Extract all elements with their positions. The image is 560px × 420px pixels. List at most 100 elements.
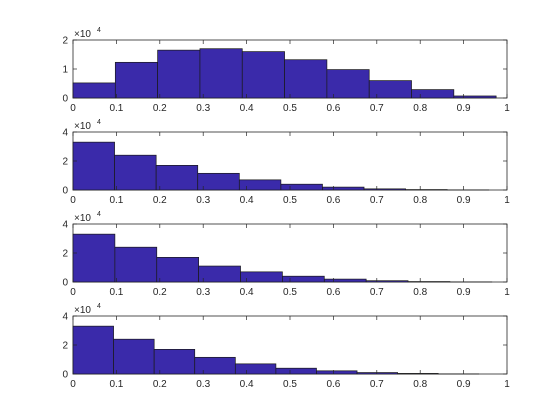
x-tick-label: 1 [504,379,510,390]
y-exponent-label: ×10 [74,121,91,132]
y-tick-label: 1 [62,65,68,76]
histogram-bar [72,141,115,191]
histogram-bar [72,233,116,283]
x-tick-label: 0.4 [240,287,254,298]
y-exponent-label: ×10 [74,305,91,316]
histogram-bar [114,61,158,99]
histogram-bar [114,154,157,191]
histogram-bar [72,82,116,99]
subplot-4: 0 0.1 0.2 0.3 0.4 0.5 0.6 0.7 0.8 0.9 1 0 2 4 ×10 4 [62,303,510,390]
x-tick-label: 0.7 [370,195,384,206]
histogram-bar [356,372,398,375]
x-tick-label: 0.5 [283,195,297,206]
x-tick-label: 0.3 [196,379,210,390]
x-tick-label: 0.2 [153,287,167,298]
histogram-bar [282,275,325,283]
x-tick-label: 0.2 [153,379,167,390]
x-tick-label: 1 [504,287,510,298]
x-tick-label: 0.1 [109,103,123,114]
y-tick-label: 0 [62,94,68,105]
histogram-bar [199,48,243,99]
x-tick-label: 0.5 [283,287,297,298]
x-tick-label: 0.5 [283,103,297,114]
x-tick-label: 0.3 [196,287,210,298]
y-exponent-power: 4 [97,303,101,310]
histogram-bar [397,373,439,375]
histogram-bar [365,280,409,283]
subplot-1: 0 0.1 0.2 0.3 0.4 0.5 0.6 0.7 0.8 0.9 1 0 1 2 ×10 4 [62,27,510,114]
histogram-bar [368,80,412,99]
histogram-bar [284,59,328,99]
x-tick-label: 0.4 [240,195,254,206]
x-tick-label: 0.1 [109,379,123,390]
x-tick-label: 0.4 [240,103,254,114]
histogram-bar [326,69,370,99]
x-tick-label: 0.2 [153,195,167,206]
y-tick-label: 4 [62,128,68,139]
x-tick-label: 0.8 [413,195,427,206]
histogram-bar [411,89,455,99]
histogram-bar [241,51,285,99]
histogram-bar [280,183,323,191]
x-tick-label: 0 [70,287,76,298]
x-tick-label: 0.1 [109,287,123,298]
x-tick-label: 0.6 [326,195,340,206]
x-tick-label: 0.6 [326,287,340,298]
subplot-2: 0 0.1 0.2 0.3 0.4 0.5 0.6 0.7 0.8 0.9 1 0 2 4 ×10 4 [62,119,510,206]
x-tick-label: 0 [70,379,76,390]
histogram-bar [198,265,241,283]
histogram-bar [156,257,199,283]
x-tick-label: 0.4 [240,379,254,390]
x-tick-label: 0.6 [326,103,340,114]
y-exponent-power: 4 [97,27,101,34]
histogram-bar [114,246,158,283]
y-tick-label: 4 [62,312,68,323]
histogram-bar [155,165,199,191]
x-tick-label: 0.3 [196,195,210,206]
x-tick-label: 0.7 [370,379,384,390]
y-exponent-power: 4 [97,211,101,218]
x-tick-label: 0.2 [153,103,167,114]
x-tick-label: 1 [504,103,510,114]
x-tick-label: 0 [70,195,76,206]
y-tick-label: 2 [62,249,68,260]
histogram-bar [275,367,317,375]
histogram-bar [153,349,196,375]
x-tick-label: 0.9 [457,379,471,390]
histogram-bar [72,325,114,375]
x-tick-label: 0 [70,103,76,114]
x-tick-label: 0.8 [413,287,427,298]
y-tick-label: 0 [62,370,68,381]
subplot-3: 0 0.1 0.2 0.3 0.4 0.5 0.6 0.7 0.8 0.9 1 0 2 4 ×10 4 [62,211,510,298]
x-tick-label: 0.7 [370,287,384,298]
histogram-bar [323,278,367,283]
y-tick-label: 0 [62,186,68,197]
histogram-bar [453,95,497,99]
x-tick-label: 0.6 [326,379,340,390]
histogram-bar [113,338,155,375]
y-tick-label: 2 [62,341,68,352]
histogram-bar [316,370,358,375]
y-exponent-label: ×10 [74,29,91,40]
histogram-bar [363,188,406,191]
x-tick-label: 0.3 [196,103,210,114]
histogram-bar [238,179,282,191]
histogram-bar [157,49,201,99]
histogram-bar [194,356,236,375]
x-tick-label: 0.8 [413,103,427,114]
histogram-bar [234,363,277,375]
histogram-bar [322,186,365,191]
y-tick-label: 4 [62,220,68,231]
x-tick-label: 0.8 [413,379,427,390]
x-tick-label: 0.1 [109,195,123,206]
y-exponent-power: 4 [97,119,101,126]
y-tick-label: 2 [62,36,68,47]
x-tick-label: 1 [504,195,510,206]
histogram-bar [197,172,240,191]
x-tick-label: 0.9 [457,103,471,114]
x-tick-label: 0.5 [283,379,297,390]
y-tick-label: 0 [62,278,68,289]
x-tick-label: 0.9 [457,287,471,298]
x-tick-label: 0.9 [457,195,471,206]
